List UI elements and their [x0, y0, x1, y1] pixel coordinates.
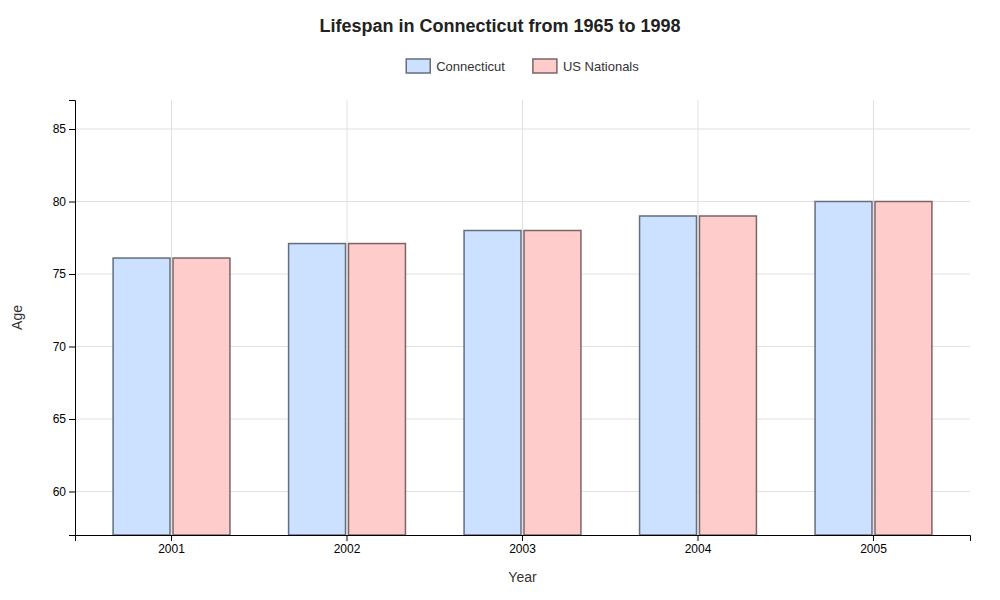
y-tick-mark	[69, 202, 75, 203]
y-tick-mark	[69, 347, 75, 348]
y-tick-label: 85	[53, 122, 67, 136]
x-grid-line	[522, 100, 523, 535]
y-tick-mark	[69, 129, 75, 130]
x-axis: 2001 2002 2003 2004 2005	[76, 535, 971, 556]
y-tick-mark	[69, 274, 75, 275]
bar-series	[173, 202, 932, 536]
bar	[640, 216, 697, 535]
x-tick: 2002	[334, 535, 361, 556]
legend-swatch	[406, 59, 430, 73]
y-tick-label: 80	[53, 195, 67, 209]
bar	[464, 231, 521, 536]
bar	[349, 244, 406, 535]
y-tick: 85	[53, 122, 75, 136]
x-tick-label: 2001	[158, 542, 185, 556]
y-tick-label: 60	[53, 485, 67, 499]
legend-item: Connecticut	[406, 59, 505, 74]
y-tick-label: 65	[53, 412, 67, 426]
x-grid-line	[171, 100, 172, 535]
x-tick: 2005	[860, 535, 887, 556]
y-tick-label: 70	[53, 340, 67, 354]
bar-series	[113, 202, 872, 536]
y-tick: 80	[53, 195, 75, 209]
bars	[113, 202, 932, 536]
bar	[113, 258, 170, 535]
bar	[173, 258, 230, 535]
x-tick: 2001	[158, 535, 185, 556]
x-tick-mark	[697, 535, 698, 541]
grid	[75, 100, 970, 535]
chart-svg: 2001 2002 2003 2004 2005 60 65 70 75 80 85 Year Age L…	[0, 0, 1000, 600]
x-tick-label: 2005	[860, 542, 887, 556]
y-tick-mark	[69, 492, 75, 493]
y-tick: 60	[53, 485, 75, 499]
y-axis: 60 65 70 75 80 85	[53, 101, 76, 536]
x-tick-mark	[347, 535, 348, 541]
bar	[875, 202, 932, 536]
y-tick-label: 75	[53, 267, 67, 281]
bar	[815, 202, 872, 536]
x-axis-title: Year	[508, 569, 537, 585]
bar	[289, 244, 346, 535]
x-tick-label: 2004	[685, 542, 712, 556]
x-axis-line	[76, 536, 971, 542]
x-grid-line	[347, 100, 348, 535]
x-tick-mark	[171, 535, 172, 541]
x-grid-line	[873, 100, 874, 535]
y-tick-mark	[69, 419, 75, 420]
legend: Connecticut US Nationals	[406, 59, 639, 74]
bar	[699, 216, 756, 535]
y-axis-line	[69, 101, 76, 536]
legend-item: US Nationals	[533, 59, 639, 74]
x-tick: 2003	[509, 535, 536, 556]
bar	[524, 231, 581, 536]
x-tick-label: 2002	[334, 542, 361, 556]
y-axis-title: Age	[9, 305, 25, 330]
x-tick: 2004	[685, 535, 712, 556]
legend-swatch	[533, 59, 557, 73]
y-tick: 70	[53, 340, 75, 354]
plot-area: 2001 2002 2003 2004 2005 60 65 70 75 80 85	[53, 100, 971, 556]
legend-label: US Nationals	[563, 59, 639, 74]
legend-label: Connecticut	[436, 59, 505, 74]
x-tick-mark	[873, 535, 874, 541]
chart-container: 2001 2002 2003 2004 2005 60 65 70 75 80 85 Year Age L…	[0, 0, 1000, 600]
x-tick-mark	[522, 535, 523, 541]
x-grid-line	[697, 100, 698, 535]
chart-title: Lifespan in Connecticut from 1965 to 199…	[319, 16, 680, 36]
x-tick-label: 2003	[509, 542, 536, 556]
y-tick: 65	[53, 412, 75, 426]
y-tick: 75	[53, 267, 75, 281]
